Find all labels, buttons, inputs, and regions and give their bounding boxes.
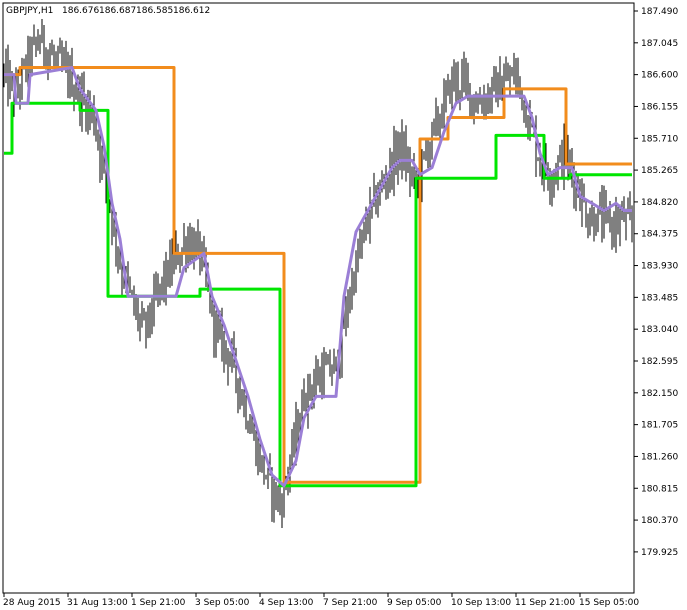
price-axis: 187.490 187.045 186.600 186.155 185.710 185.2… — [634, 7, 678, 558]
open-value: 186.676 — [62, 6, 99, 16]
x-tick-label: 4 Sep 13:00 — [259, 598, 314, 608]
y-tick-label: 186.600 — [641, 71, 678, 81]
y-tick-label: 179.925 — [641, 548, 678, 558]
x-tick-label: 9 Sep 05:00 — [387, 598, 442, 608]
price-bars — [3, 19, 633, 528]
upper-band-line — [4, 66, 632, 488]
y-tick-label: 181.705 — [641, 421, 678, 431]
y-tick-label: 181.260 — [641, 452, 678, 462]
chart-header: GBPJPY,H1 186.676 186.687 186.585 186.61… — [6, 6, 210, 16]
indicator-lines — [4, 66, 632, 488]
time-axis: 28 Aug 2015 31 Aug 13:00 1 Sep 21:00 3 Sep … — [3, 593, 639, 608]
x-tick-label: 28 Aug 2015 — [3, 598, 61, 608]
symbol-label: GBPJPY,H1 — [6, 6, 53, 16]
y-tick-label: 180.815 — [641, 484, 678, 494]
y-tick-label: 182.595 — [641, 357, 678, 367]
x-tick-label: 3 Sep 05:00 — [195, 598, 250, 608]
y-tick-label: 187.490 — [641, 7, 678, 17]
close-value: 186.612 — [173, 6, 210, 16]
x-tick-label: 10 Sep 13:00 — [451, 598, 511, 608]
lower-band-line — [4, 101, 632, 488]
x-tick-label: 11 Sep 21:00 — [515, 598, 575, 608]
y-tick-label: 182.150 — [641, 389, 678, 399]
y-tick-label: 185.265 — [641, 166, 678, 176]
plot-frame — [2, 2, 635, 594]
y-tick-label: 184.375 — [641, 230, 678, 240]
y-tick-label: 183.485 — [641, 293, 678, 303]
x-tick-label: 7 Sep 21:00 — [323, 598, 378, 608]
y-tick-label: 184.820 — [641, 198, 678, 208]
y-tick-label: 180.370 — [641, 516, 678, 526]
y-tick-label: 185.710 — [641, 134, 678, 144]
high-value: 186.687 — [99, 6, 136, 16]
x-tick-label: 15 Sep 05:00 — [579, 598, 639, 608]
x-tick-label: 31 Aug 13:00 — [67, 598, 128, 608]
low-value: 186.585 — [136, 6, 173, 16]
y-tick-label: 187.045 — [641, 39, 678, 49]
y-tick-label: 186.155 — [641, 102, 678, 112]
y-tick-label: 183.930 — [641, 262, 678, 272]
x-tick-label: 1 Sep 21:00 — [131, 598, 186, 608]
middle-line — [4, 66, 632, 488]
y-tick-label: 183.040 — [641, 325, 678, 335]
